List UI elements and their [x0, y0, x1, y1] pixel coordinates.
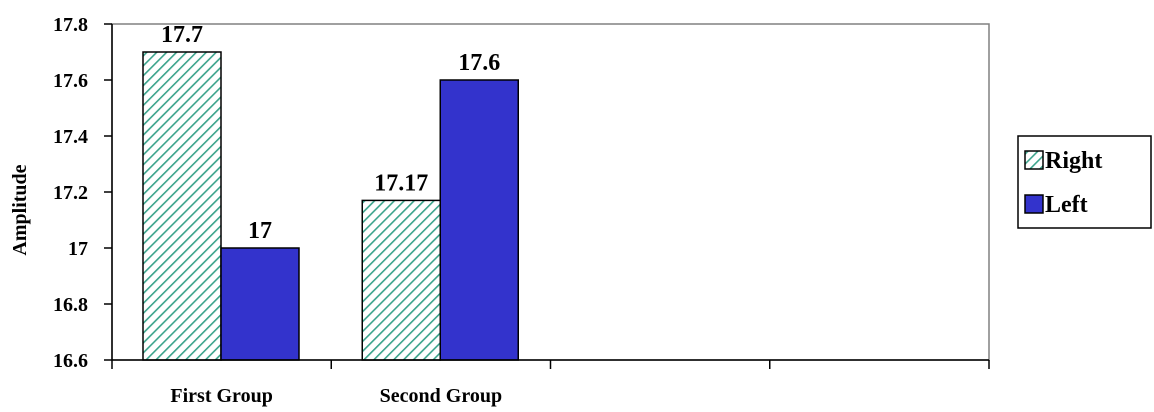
axis-ticks: [104, 23, 990, 369]
y-tick-label: 17.8: [53, 14, 88, 36]
data-label-right-2: 17.17: [374, 170, 428, 196]
y-tick-label: 17: [68, 238, 88, 260]
legend-label-left: Left: [1045, 192, 1088, 218]
bar-right-2: [361, 199, 441, 361]
legend-swatch-right: [1024, 150, 1044, 170]
legend-label-right: Right: [1045, 148, 1102, 174]
x-tick-label: First Group: [170, 385, 272, 407]
y-tick-label: 17.4: [53, 126, 88, 148]
data-labels: 17.7 17.17 17 17.6: [161, 22, 500, 244]
x-tick-labels: First Group Second Group: [170, 385, 502, 407]
y-tick-label: 17.2: [53, 182, 88, 204]
legend-swatch-left: [1024, 194, 1044, 214]
y-tick-labels: 16.6 16.8 17 17.2 17.4 17.6 17.8: [53, 14, 88, 372]
y-tick-label: 16.6: [53, 350, 88, 372]
x-tick-label: Second Group: [380, 385, 502, 407]
data-label-right-1: 17.7: [161, 22, 203, 48]
bars-group: [142, 51, 519, 361]
y-tick-label: 16.8: [53, 294, 88, 316]
y-tick-label: 17.6: [53, 70, 88, 92]
data-label-left-1: 17: [248, 218, 272, 244]
data-label-left-2: 17.6: [458, 50, 500, 76]
y-axis-title: Amplitude: [9, 164, 31, 255]
bar-right-1: [142, 51, 222, 361]
bar-left-1: [220, 247, 300, 361]
bar-left-2: [439, 79, 519, 361]
legend: Right Left: [1017, 135, 1152, 229]
